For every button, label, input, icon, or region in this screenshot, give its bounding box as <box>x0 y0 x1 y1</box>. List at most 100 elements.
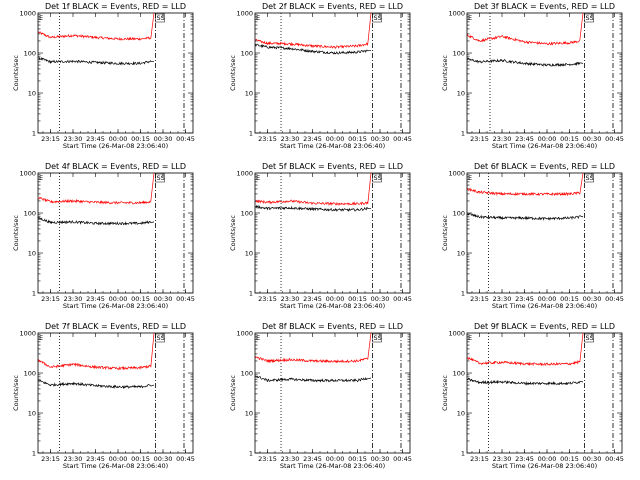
x-tick-label: 00:30 <box>583 295 602 303</box>
x-tick-label: 00:15 <box>348 135 367 143</box>
plot-frame <box>466 12 623 134</box>
x-tick-label: 00:00 <box>326 295 345 303</box>
y-tick-label: 100 <box>24 49 36 57</box>
e-marker: E <box>468 14 472 22</box>
x-tick-label: 23:30 <box>281 295 300 303</box>
x-tick-label: 00:30 <box>154 135 173 143</box>
x-tick-label: 23:30 <box>64 295 83 303</box>
x-tick-label: 00:30 <box>371 455 390 463</box>
e-marker: E <box>39 334 43 342</box>
y-tick-label: 1000 <box>448 329 465 337</box>
y-axis-label: Counts/sec <box>441 375 449 411</box>
series-events-line <box>255 43 372 55</box>
y-tick-label: 10 <box>245 409 253 417</box>
x-tick-label: 00:00 <box>538 455 557 463</box>
x-tick-label: 23:15 <box>470 295 489 303</box>
e-marker: E <box>39 174 43 182</box>
y-tick-label: 100 <box>453 49 465 57</box>
x-tick-label: 23:15 <box>258 135 277 143</box>
series-events-line <box>38 216 155 226</box>
x-tick-label: 00:45 <box>176 135 195 143</box>
x-tick-label: 23:30 <box>493 455 512 463</box>
flag-label: SS <box>374 334 382 342</box>
chart-panel-9: Det 9f BLACK = Events, RED = LLD 1 10 100 10… <box>441 322 624 470</box>
x-tick-label: 23:45 <box>515 295 534 303</box>
x-tick-label: 23:30 <box>493 135 512 143</box>
y-axis-label: Counts/sec <box>12 55 20 91</box>
series-lld-line <box>467 12 584 46</box>
x-tick-label: 00:00 <box>326 135 345 143</box>
y-tick-label: 100 <box>24 209 36 217</box>
plot-frame <box>466 172 623 294</box>
e-marker: E <box>39 14 43 22</box>
x-tick-label: 23:30 <box>281 455 300 463</box>
y-tick-label: 1 <box>249 129 253 137</box>
x-tick-label: 00:45 <box>605 455 624 463</box>
x-tick-label: 23:15 <box>258 455 277 463</box>
x-tick-label: 23:45 <box>303 455 322 463</box>
x-tick-label: 00:30 <box>583 455 602 463</box>
series-lld-line <box>255 332 372 364</box>
y-tick-label: 1 <box>32 449 36 457</box>
chart-panel-8: Det 8f BLACK = Events, RED = LLD 1 10 100 10… <box>229 322 412 470</box>
x-tick-label: 23:15 <box>258 295 277 303</box>
y-axis-label: Counts/sec <box>229 55 237 91</box>
e-marker: E <box>468 174 472 182</box>
y-tick-label: 1 <box>461 289 465 297</box>
x-tick-label: 23:45 <box>515 455 534 463</box>
x-axis-label: Start Time (26-Mar-08 23:06:40) <box>63 462 168 470</box>
x-tick-label: 00:15 <box>131 295 150 303</box>
chart-title: Det 4f BLACK = Events, RED = LLD <box>45 162 186 171</box>
series-events-line <box>467 57 584 68</box>
flag-label: SS <box>157 334 165 342</box>
x-tick-label: 00:30 <box>154 295 173 303</box>
y-tick-label: 1 <box>461 129 465 137</box>
chart-panel-3: Det 3f BLACK = Events, RED = LLD 1 10 100 10… <box>441 2 624 150</box>
x-axis-label: Start Time (26-Mar-08 23:06:40) <box>280 142 385 150</box>
y-axis-label: Counts/sec <box>229 375 237 411</box>
x-tick-label: 00:15 <box>560 455 579 463</box>
x-tick-label: 00:15 <box>560 295 579 303</box>
plot-frame <box>466 332 623 454</box>
y-tick-label: 1000 <box>448 169 465 177</box>
x-tick-label: 00:00 <box>326 455 345 463</box>
y-tick-label: 10 <box>457 249 465 257</box>
y-axis-label: Counts/sec <box>441 55 449 91</box>
x-tick-label: 23:15 <box>41 135 60 143</box>
chart-title: Det 8f BLACK = Events, RED = LLD <box>262 322 403 331</box>
flag-label: SS <box>374 14 382 22</box>
x-tick-label: 00:30 <box>583 135 602 143</box>
y-tick-label: 1 <box>32 289 36 297</box>
x-axis-label: Start Time (26-Mar-08 23:06:40) <box>280 302 385 310</box>
y-tick-label: 1000 <box>236 169 253 177</box>
y-axis-label: Counts/sec <box>12 215 20 251</box>
chart-title: Det 1f BLACK = Events, RED = LLD <box>45 2 186 11</box>
series-events-line <box>467 213 584 221</box>
y-tick-label: 100 <box>241 369 253 377</box>
chart-panel-1: Det 1f BLACK = Events, RED = LLD 1 10 100 10… <box>12 2 195 150</box>
series-lld-line <box>467 332 584 367</box>
x-tick-label: 00:15 <box>131 455 150 463</box>
flag-label: SS <box>586 14 594 22</box>
x-tick-label: 00:00 <box>538 135 557 143</box>
flag-box <box>372 333 382 343</box>
y-tick-label: 1000 <box>236 9 253 17</box>
chart-panel-6: Det 6f BLACK = Events, RED = LLD 1 10 100 10… <box>441 162 624 310</box>
y-tick-label: 10 <box>245 249 253 257</box>
series-lld-line <box>38 12 155 41</box>
flag-label: SS <box>157 174 165 182</box>
x-tick-label: 00:00 <box>109 295 128 303</box>
x-tick-label: 23:30 <box>493 295 512 303</box>
flag-box <box>372 173 382 183</box>
y-tick-label: 1 <box>32 129 36 137</box>
series-lld-line <box>255 172 372 206</box>
chart-panel-2: Det 2f BLACK = Events, RED = LLD 1 10 100 10… <box>229 2 412 150</box>
plot-frame <box>254 332 411 454</box>
y-tick-label: 100 <box>453 369 465 377</box>
x-tick-label: 00:15 <box>131 135 150 143</box>
y-tick-label: 100 <box>241 49 253 57</box>
y-tick-label: 10 <box>457 409 465 417</box>
chart-panel-5: Det 5f BLACK = Events, RED = LLD 1 10 100 10… <box>229 162 412 310</box>
x-tick-label: 00:45 <box>176 295 195 303</box>
chart-title: Det 6f BLACK = Events, RED = LLD <box>474 162 615 171</box>
